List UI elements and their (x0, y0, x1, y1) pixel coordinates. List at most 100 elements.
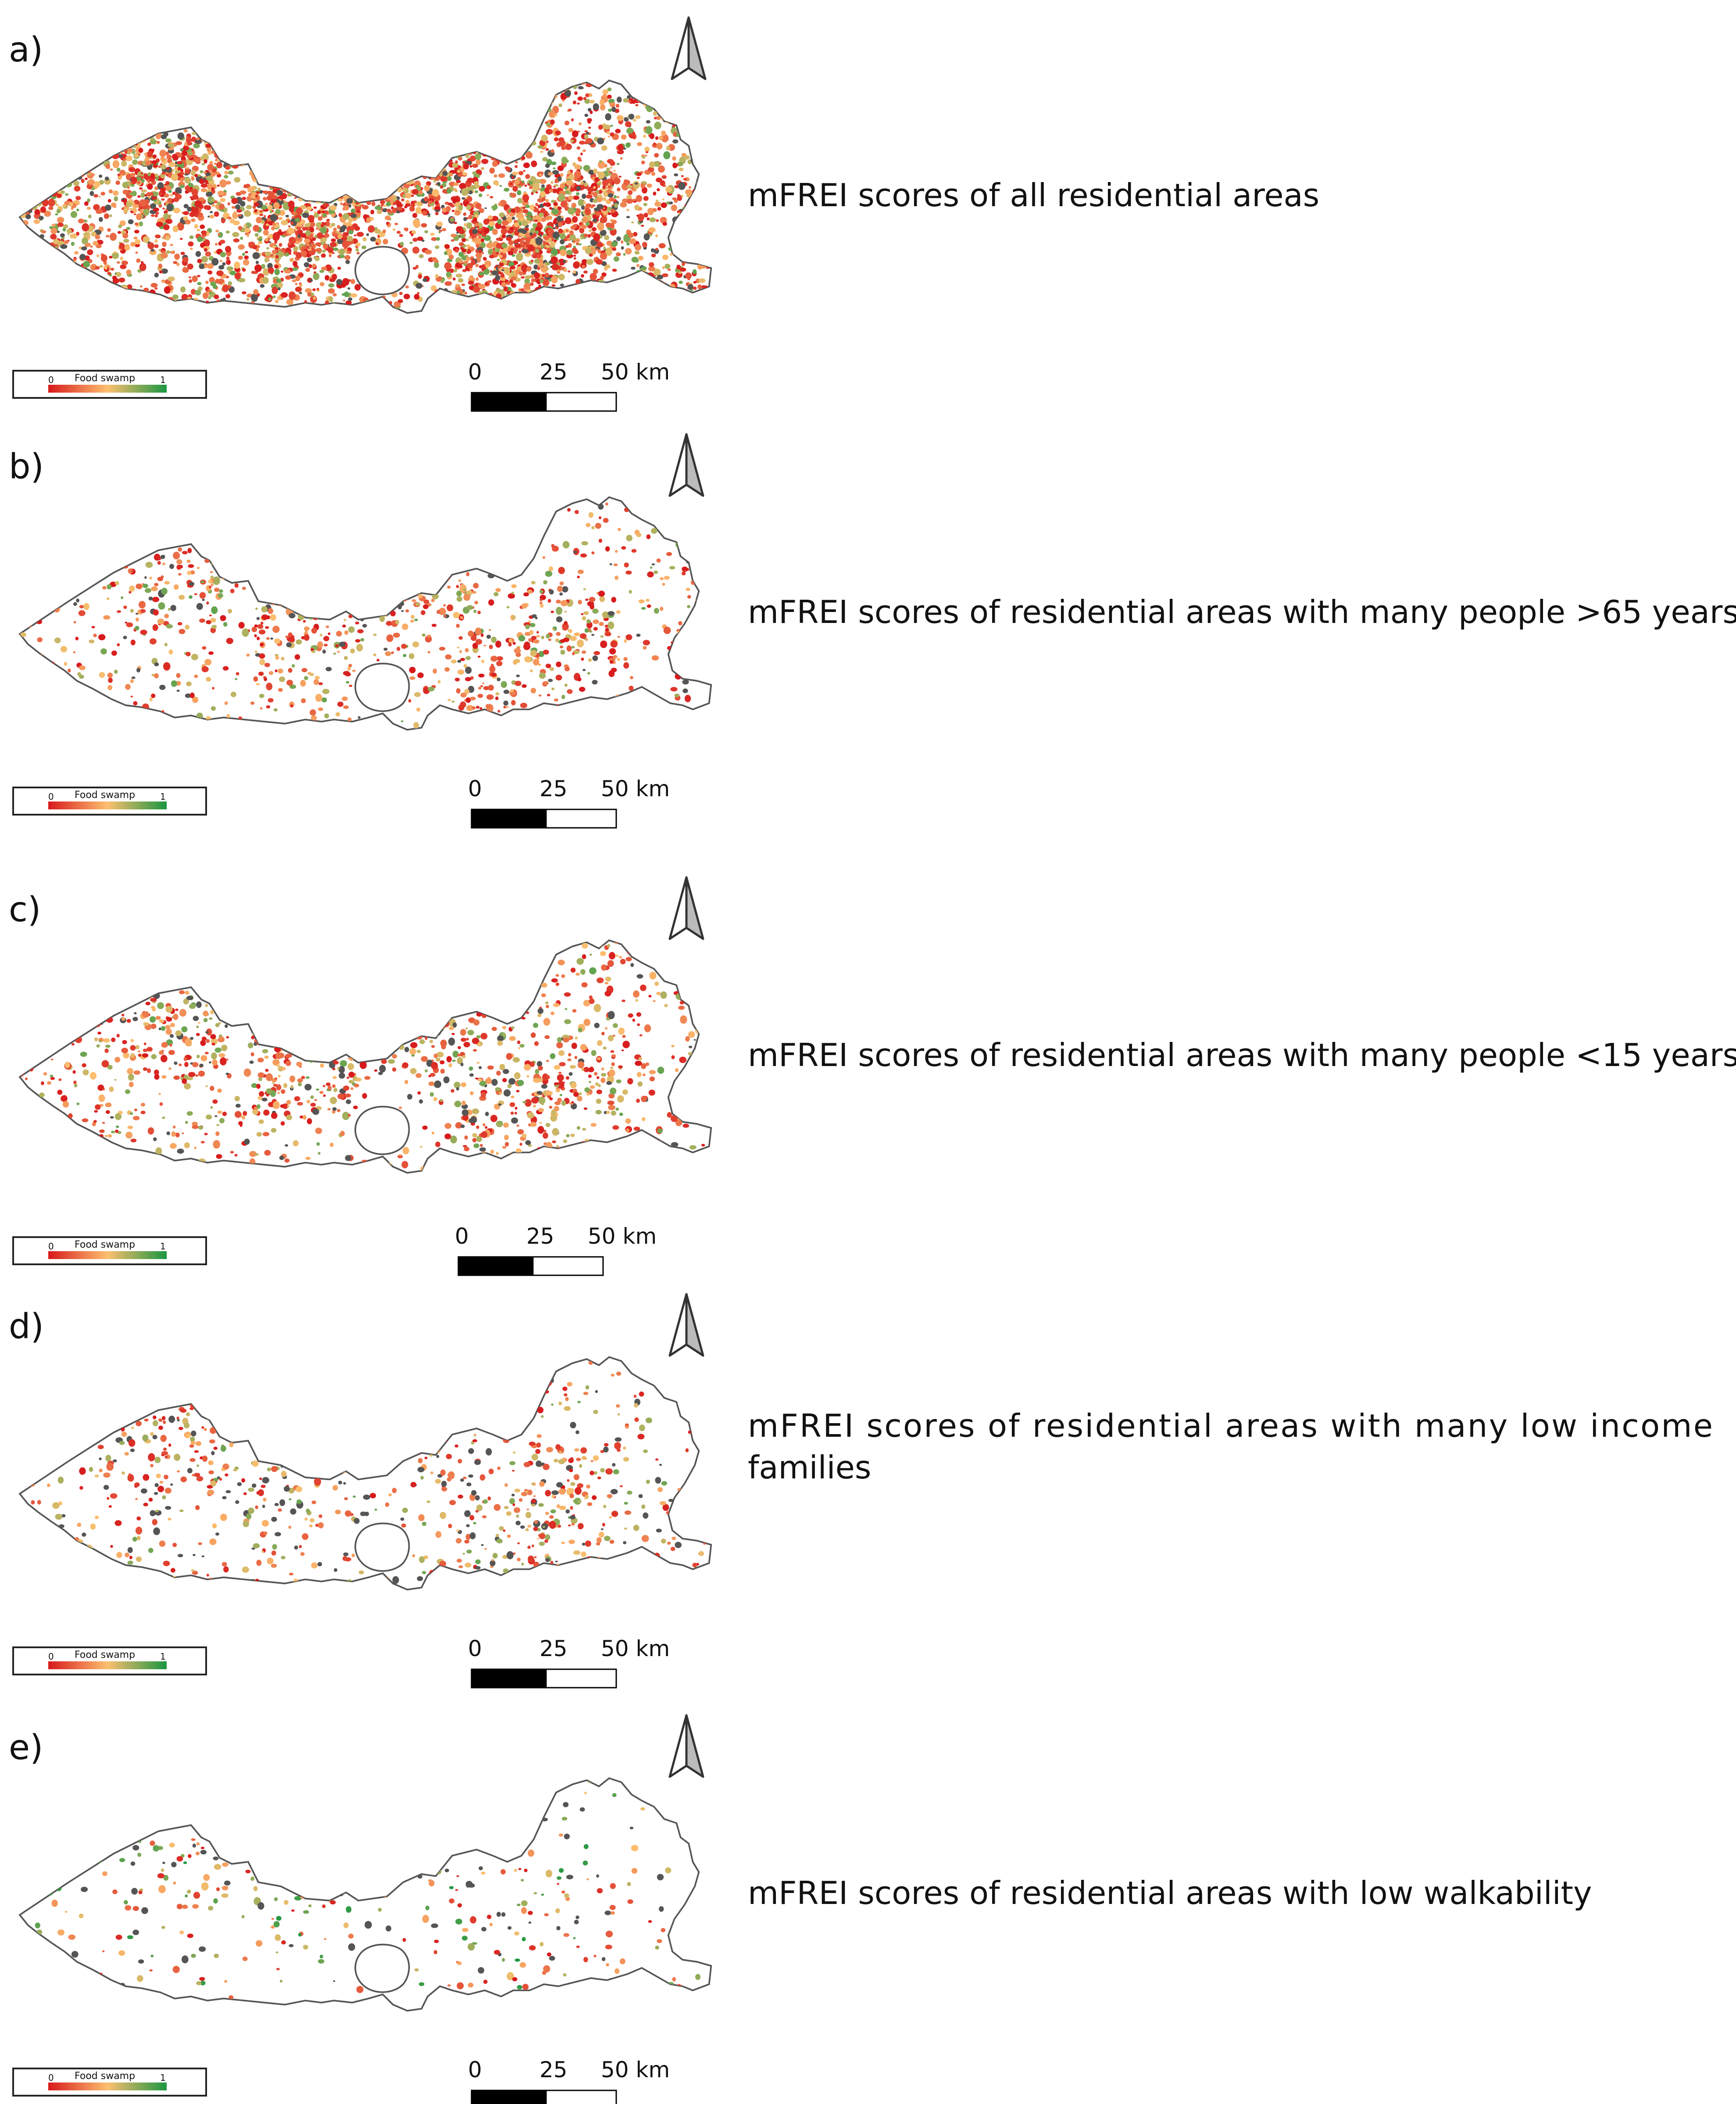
residential-area (328, 194, 335, 200)
residential-area (496, 153, 500, 157)
residential-area (61, 150, 68, 157)
residential-area (436, 167, 439, 171)
residential-area (309, 110, 312, 112)
residential-area (313, 272, 320, 280)
residential-area (691, 230, 698, 237)
residential-area (428, 160, 436, 166)
residential-area (96, 105, 102, 109)
residential-area (337, 266, 341, 270)
residential-area (207, 147, 211, 152)
residential-area (101, 290, 104, 293)
residential-area (106, 235, 110, 238)
residential-area (530, 92, 537, 100)
residential-area (86, 135, 92, 139)
residential-area (615, 129, 621, 133)
residential-area (257, 241, 263, 244)
residential-area (21, 242, 28, 246)
residential-area (582, 296, 588, 302)
residential-area (580, 236, 584, 240)
residential-area (597, 249, 601, 254)
residential-area (571, 203, 577, 208)
residential-area (183, 216, 189, 221)
residential-area (349, 186, 352, 189)
residential-area (417, 292, 420, 295)
residential-area (475, 159, 481, 165)
residential-area (319, 270, 325, 273)
residential-area (605, 113, 611, 121)
residential-area (267, 99, 273, 104)
residential-area (475, 277, 479, 281)
residential-area (75, 268, 79, 271)
residential-area (265, 177, 268, 180)
residential-area (379, 182, 385, 187)
residential-area (489, 141, 493, 145)
residential-area (300, 139, 308, 144)
residential-area (322, 249, 326, 253)
residential-area (541, 135, 548, 142)
residential-area (322, 115, 330, 122)
residential-area (209, 215, 214, 219)
residential-area (331, 213, 335, 217)
residential-area (393, 104, 400, 110)
residential-area (521, 298, 528, 307)
residential-area (398, 153, 405, 159)
residential-area (593, 199, 598, 203)
residential-area (699, 299, 704, 301)
residential-area (472, 112, 476, 116)
residential-area (81, 295, 86, 300)
residential-area (83, 131, 89, 138)
residential-area (74, 186, 81, 192)
residential-area (515, 128, 518, 131)
residential-area (94, 181, 100, 188)
residential-area (220, 126, 227, 131)
residential-area (334, 92, 337, 95)
residential-area (33, 270, 38, 274)
residential-area (310, 137, 317, 145)
residential-area (520, 90, 523, 93)
residential-area (143, 208, 150, 216)
residential-area (342, 159, 345, 163)
residential-area (581, 274, 584, 278)
residential-area (648, 86, 653, 91)
residential-area (139, 221, 143, 226)
residential-area (654, 201, 661, 207)
residential-area (403, 154, 407, 157)
residential-area (511, 216, 515, 220)
residential-area (352, 170, 357, 174)
residential-area (309, 248, 312, 251)
residential-area (693, 125, 698, 131)
residential-area (270, 214, 278, 222)
residential-area (418, 274, 422, 279)
residential-area (392, 125, 396, 131)
residential-area (572, 247, 577, 252)
residential-area (112, 160, 120, 168)
residential-area (154, 239, 158, 243)
residential-area (164, 87, 167, 91)
residential-area (387, 170, 393, 175)
residential-area (446, 307, 453, 313)
residential-area (286, 299, 294, 305)
residential-area (304, 122, 309, 127)
residential-area (525, 303, 532, 311)
residential-area (188, 241, 194, 247)
residential-area (302, 192, 308, 197)
residential-area (705, 202, 710, 205)
residential-area (263, 190, 268, 194)
residential-area (653, 111, 658, 116)
residential-area (396, 207, 403, 211)
residential-area (184, 177, 191, 184)
residential-area (332, 136, 334, 138)
residential-area (382, 154, 386, 157)
residential-area (357, 102, 361, 104)
residential-area (439, 87, 442, 90)
residential-area (495, 275, 500, 281)
residential-area (386, 134, 391, 140)
residential-area (305, 268, 310, 272)
residential-area (374, 93, 378, 96)
residential-area (97, 115, 101, 119)
residential-area (111, 88, 114, 91)
residential-area (366, 233, 369, 236)
residential-area (412, 213, 418, 218)
residential-area (325, 114, 329, 118)
residential-area (489, 97, 495, 101)
